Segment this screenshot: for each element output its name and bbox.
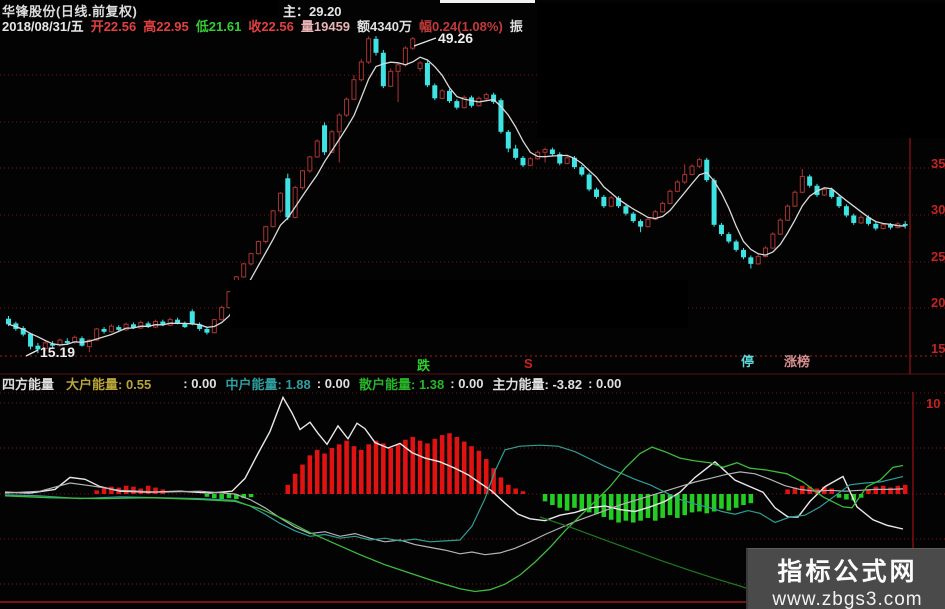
legend-entry: 散户能量: 1.38 [359, 376, 445, 392]
zhonghu-teal-line [4, 444, 904, 543]
legend-entry: 中户能量: 1.88 [225, 376, 311, 392]
redaction-box [230, 280, 688, 328]
legend-entry: : 0.00 [450, 375, 484, 391]
watermark-url: www.zbgs3.com [772, 589, 923, 609]
strip-label: 跌 [417, 358, 431, 373]
quote-field: 量19459 [300, 19, 351, 34]
strip-label: 停 [741, 354, 755, 369]
quote-field: 额4340万 [357, 19, 412, 34]
quote-date: 2018/08/31/五 [2, 19, 84, 34]
deep-green-line [539, 516, 763, 594]
quote-field: 高22.95 [143, 19, 189, 34]
dahu-gray-line [4, 471, 904, 556]
legend-entry: : 0.00 [183, 375, 217, 391]
sanhu-green-line [4, 446, 904, 593]
redaction-box [537, 3, 945, 138]
indicator-legend: 四方能量 大户能量: 0.55 : 0.00 中户能量: 1.88 : 0.00 散户能量… [2, 375, 622, 392]
quote-field: 收22.56 [248, 19, 294, 34]
price-axis-label: 15 [931, 341, 945, 356]
quote-fields: 开22.56 高22.95 低21.61 收22.56 量19459 额4340万 幅0.2… [91, 16, 530, 35]
strip-label: S [524, 356, 533, 371]
main-value-label: 主：29.20 [283, 4, 342, 19]
price-annotation: 15.19 [40, 344, 76, 360]
legend-entry: 主力能量: -3.82 [492, 376, 583, 392]
indicator-chart[interactable] [0, 374, 945, 609]
stock-title: 华锋股份(日线.前复权) [2, 4, 138, 19]
legend-entry: : 0.00 [588, 375, 622, 391]
price-axis-label: 30 [931, 202, 945, 217]
quote-field: 振 [509, 19, 523, 34]
window-chrome-artifact [440, 0, 535, 3]
price-axis-label: 20 [931, 295, 945, 310]
legend-entry: : 0.00 [316, 375, 351, 391]
watermark-site-name: 指标公式网 [777, 558, 918, 586]
quote-field: 开22.56 [90, 19, 137, 34]
quote-field: 幅0.24(1.08%) [418, 19, 503, 34]
strip-label: 涨榜 [784, 354, 811, 369]
price-annotation: 49.26 [438, 30, 474, 46]
quote-field: 低21.61 [195, 19, 242, 34]
price-axis-label: 35 [931, 156, 945, 171]
zhuli-white-line [4, 395, 904, 530]
legend-entry: 大户能量: 0.55 [66, 376, 152, 392]
candlestick-chart[interactable] [0, 0, 945, 375]
indicator-axis-label: 10 [926, 396, 941, 411]
redaction-box [140, 0, 278, 18]
watermark: 指标公式网 www.zbgs3.com [746, 548, 945, 609]
legend-entry: 四方能量 [2, 376, 55, 392]
price-axis-label: 25 [931, 249, 945, 264]
quote-bar: 2018/08/31/五 开22.56 高22.95 低21.61 收22.56 量19… [2, 16, 537, 35]
